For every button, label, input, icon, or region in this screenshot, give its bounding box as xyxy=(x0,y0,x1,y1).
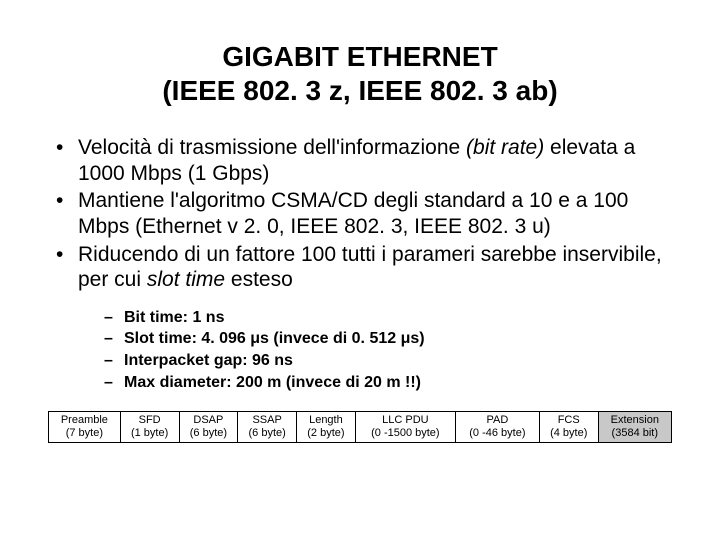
sub-item: Slot time: 4. 096 μs (invece di 0. 512 μ… xyxy=(104,328,672,350)
bullet-text: Velocità di trasmissione dell'informazio… xyxy=(78,136,466,159)
slide-title: GIGABIT ETHERNET (IEEE 802. 3 z, IEEE 80… xyxy=(48,40,672,107)
cell-size: (3584 bit) xyxy=(612,427,658,439)
cell-name: Preamble xyxy=(61,414,108,426)
sub-item: Max diameter: 200 m (invece di 20 m !!) xyxy=(104,372,672,394)
frame-cell: DSAP(6 byte) xyxy=(179,412,238,442)
sub-item: Bit time: 1 ns xyxy=(104,307,672,329)
sub-bullets: Bit time: 1 ns Slot time: 4. 096 μs (inv… xyxy=(104,307,672,393)
sub-item: Interpacket gap: 96 ns xyxy=(104,350,672,372)
cell-name: LLC PDU xyxy=(382,414,428,426)
bullet-text: Mantiene l'algoritmo CSMA/CD degli stand… xyxy=(78,189,628,238)
frame-format-table: Preamble(7 byte) SFD(1 byte) DSAP(6 byte… xyxy=(48,411,672,442)
frame-cell: SSAP(6 byte) xyxy=(238,412,297,442)
cell-size: (6 byte) xyxy=(190,427,227,439)
bullet-item: Mantiene l'algoritmo CSMA/CD degli stand… xyxy=(56,188,672,239)
main-bullets: Velocità di trasmissione dell'informazio… xyxy=(56,135,672,293)
bullet-item: Riducendo di un fattore 100 tutti i para… xyxy=(56,242,672,293)
frame-cell: SFD(1 byte) xyxy=(120,412,179,442)
cell-size: (2 byte) xyxy=(307,427,344,439)
cell-size: (1 byte) xyxy=(131,427,168,439)
frame-cell: PAD(0 -46 byte) xyxy=(455,412,539,442)
frame-cell: Length(2 byte) xyxy=(297,412,356,442)
table-row: Preamble(7 byte) SFD(1 byte) DSAP(6 byte… xyxy=(49,412,672,442)
title-line2: (IEEE 802. 3 z, IEEE 802. 3 ab) xyxy=(162,75,557,106)
cell-name: DSAP xyxy=(193,414,223,426)
cell-name: Extension xyxy=(611,414,659,426)
cell-size: (0 -1500 byte) xyxy=(371,427,439,439)
bullet-italic: (bit rate) xyxy=(466,136,544,159)
cell-name: SSAP xyxy=(252,414,281,426)
title-line1: GIGABIT ETHERNET xyxy=(222,41,497,72)
frame-cell: LLC PDU(0 -1500 byte) xyxy=(355,412,455,442)
cell-name: FCS xyxy=(558,414,580,426)
cell-name: PAD xyxy=(486,414,508,426)
bullet-item: Velocità di trasmissione dell'informazio… xyxy=(56,135,672,186)
cell-size: (6 byte) xyxy=(249,427,286,439)
frame-cell-extension: Extension(3584 bit) xyxy=(598,412,671,442)
frame-cell: Preamble(7 byte) xyxy=(49,412,121,442)
frame-cell: FCS(4 byte) xyxy=(539,412,598,442)
cell-size: (4 byte) xyxy=(550,427,587,439)
bullet-italic: slot time xyxy=(147,268,225,291)
bullet-text: esteso xyxy=(225,268,293,291)
cell-name: Length xyxy=(309,414,343,426)
cell-size: (7 byte) xyxy=(66,427,103,439)
cell-name: SFD xyxy=(139,414,161,426)
cell-size: (0 -46 byte) xyxy=(469,427,525,439)
